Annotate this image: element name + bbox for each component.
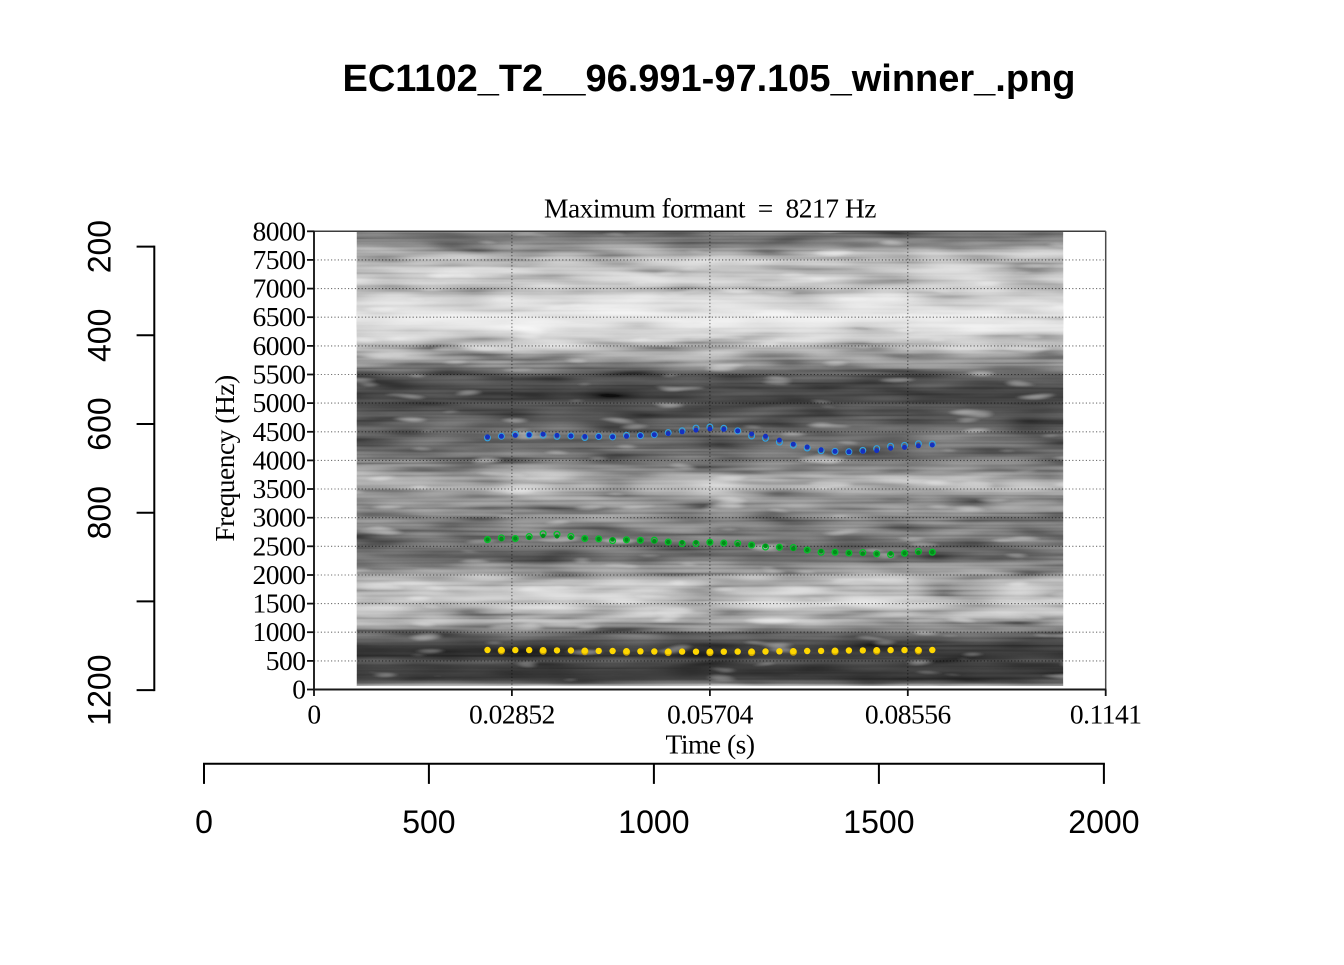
svg-text:6000: 6000 [253, 330, 306, 361]
svg-text:Time (s): Time (s) [666, 729, 755, 760]
svg-text:1500: 1500 [843, 804, 914, 840]
svg-text:400: 400 [82, 309, 118, 362]
svg-text:0: 0 [195, 804, 213, 840]
svg-text:0: 0 [292, 674, 305, 705]
svg-text:4000: 4000 [253, 444, 306, 475]
svg-text:500: 500 [266, 645, 306, 676]
svg-text:0: 0 [307, 699, 320, 730]
svg-text:5000: 5000 [253, 387, 306, 418]
svg-text:6500: 6500 [253, 301, 306, 332]
svg-text:2500: 2500 [253, 530, 306, 561]
svg-text:1000: 1000 [618, 804, 689, 840]
svg-text:3500: 3500 [253, 473, 306, 504]
svg-text:0.1141: 0.1141 [1070, 699, 1142, 730]
svg-text:1200: 1200 [82, 655, 118, 726]
svg-text:0.02852: 0.02852 [469, 699, 555, 730]
svg-text:7500: 7500 [253, 244, 306, 275]
svg-text:3000: 3000 [253, 502, 306, 533]
svg-text:2000: 2000 [253, 559, 306, 590]
svg-text:2000: 2000 [1068, 804, 1139, 840]
svg-text:8000: 8000 [253, 215, 306, 246]
svg-text:500: 500 [402, 804, 455, 840]
svg-text:5500: 5500 [253, 359, 306, 390]
svg-text:EC1102_T2__96.991-97.105_winne: EC1102_T2__96.991-97.105_winner_.png [342, 58, 1075, 100]
svg-text:7000: 7000 [253, 273, 306, 304]
svg-text:4500: 4500 [253, 416, 306, 447]
svg-text:0.05704: 0.05704 [667, 699, 754, 730]
svg-text:600: 600 [82, 397, 118, 450]
svg-text:800: 800 [82, 486, 118, 539]
svg-text:Maximum formant = 8217 Hz: Maximum formant = 8217 Hz [544, 193, 876, 224]
svg-text:1000: 1000 [253, 616, 306, 647]
svg-text:Frequency (Hz): Frequency (Hz) [209, 375, 240, 541]
svg-text:200: 200 [82, 220, 118, 273]
svg-text:1500: 1500 [253, 588, 306, 619]
svg-text:0.08556: 0.08556 [865, 699, 951, 730]
